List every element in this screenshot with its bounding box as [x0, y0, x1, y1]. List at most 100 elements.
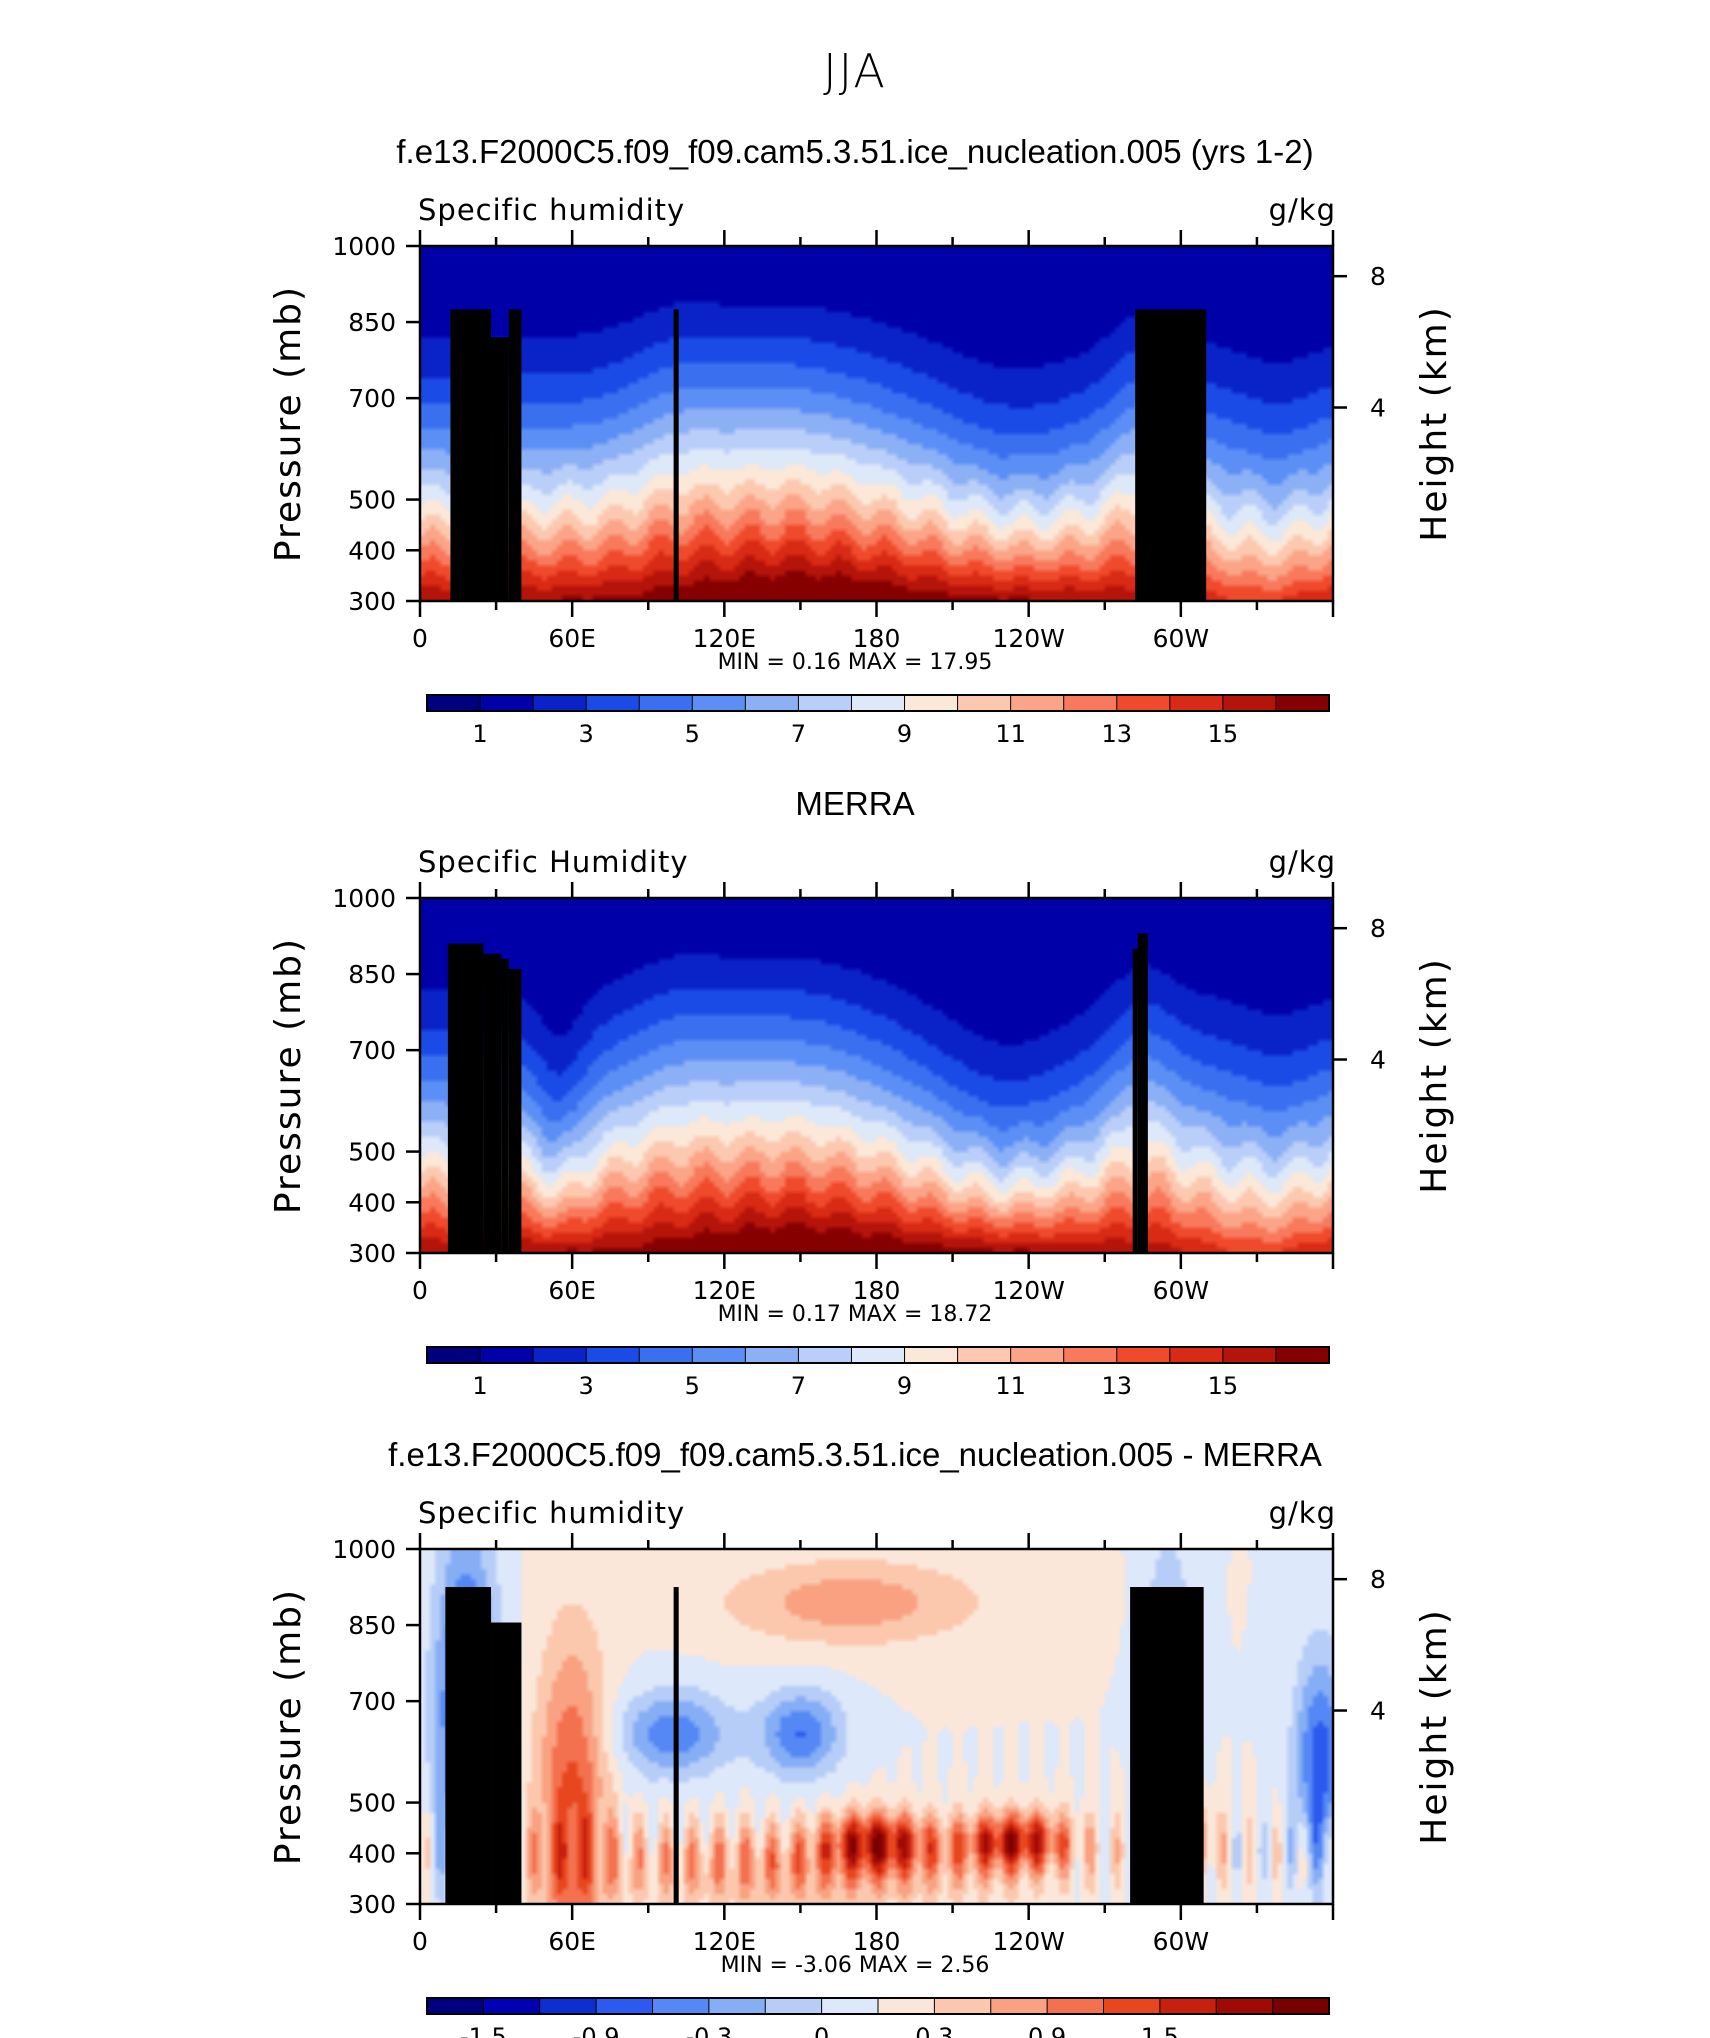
contour-field — [420, 898, 1333, 1253]
y-tick-label: 700 — [348, 1687, 396, 1716]
colorbar-box — [1063, 1346, 1118, 1364]
y-tick-label: 850 — [348, 960, 396, 989]
colorbar-frame — [426, 694, 1330, 712]
colorbar-box — [797, 1346, 853, 1364]
colorbar-box — [1046, 1997, 1105, 2015]
y2-tick-label: 8 — [1370, 262, 1386, 291]
x-tick-label: 120E — [693, 624, 757, 653]
y2-axis-label: Height (km) — [1414, 1608, 1455, 1844]
colorbar-box — [479, 694, 535, 712]
colorbar-box — [1159, 1997, 1218, 2015]
y-tick-label: 400 — [348, 1839, 396, 1868]
y-axis-label: Pressure (mb) — [268, 1588, 309, 1865]
y2-axis-label: Height (km) — [1414, 957, 1455, 1193]
topography-mask — [483, 953, 502, 1253]
x-tick-label: 120E — [693, 1927, 757, 1956]
colorbar-box — [532, 1346, 588, 1364]
colorbar-label: 13 — [1101, 1372, 1132, 1400]
x-tick-label: 60E — [548, 1927, 596, 1956]
x-tick-label: 60W — [1153, 624, 1210, 653]
colorbar-box — [1272, 1997, 1330, 2015]
colorbar-box — [933, 1997, 992, 2015]
y-tick-label: 1000 — [332, 1535, 396, 1564]
colorbar-box — [691, 1346, 747, 1364]
y2-tick-label: 8 — [1370, 1565, 1386, 1594]
x-tick-label: 0 — [412, 624, 428, 653]
y-tick-label: 500 — [348, 486, 396, 515]
colorbar-box — [957, 1346, 1012, 1364]
y2-tick-label: 4 — [1370, 1046, 1386, 1075]
colorbar-label: 5 — [685, 1372, 700, 1400]
x-tick-label: 60W — [1153, 1927, 1210, 1956]
colorbar-box — [1275, 694, 1330, 712]
colorbar-box — [850, 694, 906, 712]
left-string: Specific humidity — [418, 193, 685, 227]
colorbar-box — [1010, 1346, 1065, 1364]
colorbar-box — [904, 694, 959, 712]
min-max-label: MIN = 0.16 MAX = 17.95 — [718, 650, 993, 675]
colorbar-label: 1.5 — [1141, 2023, 1179, 2038]
colorbar-box — [691, 694, 747, 712]
y2-tick-label: 8 — [1370, 914, 1386, 943]
x-tick-label: 60E — [548, 1276, 596, 1305]
y-axis-label: Pressure (mb) — [268, 285, 309, 562]
x-tick-label: 180 — [853, 624, 901, 653]
colorbar-box — [426, 1346, 482, 1364]
left-string: Specific Humidity — [418, 845, 689, 879]
x-tick-label: 120W — [992, 1276, 1064, 1305]
colorbar-label: -0.9 — [573, 2023, 620, 2038]
panel-title: MERRA — [795, 785, 914, 822]
y-tick-label: 300 — [348, 1239, 396, 1268]
colorbar-box — [482, 1997, 541, 2015]
colorbar: 1 3 5 7 9 11 13 15 — [426, 694, 1330, 748]
units-label: g/kg — [1269, 1496, 1336, 1530]
colorbar-box — [532, 694, 588, 712]
colorbar-label: 11 — [995, 1372, 1026, 1400]
x-tick-label: 120W — [992, 1927, 1064, 1956]
y-tick-label: 400 — [348, 1188, 396, 1217]
topography-mask — [673, 309, 679, 601]
colorbar-box — [708, 1997, 767, 2015]
y-tick-label: 400 — [348, 536, 396, 565]
colorbar-label: 9 — [897, 720, 912, 748]
colorbar-label: 1 — [472, 1372, 487, 1400]
x-tick-label: 60E — [548, 624, 596, 653]
topography-mask — [450, 309, 492, 601]
colorbar-frame — [426, 1997, 1330, 2015]
colorbar-box — [638, 694, 694, 712]
y-tick-label: 500 — [348, 1789, 396, 1818]
colorbar-box — [595, 1997, 654, 2015]
colorbar-box — [1222, 1346, 1277, 1364]
colorbar-box — [426, 694, 482, 712]
panel-title: f.e13.F2000C5.f09_f09.cam5.3.51.ice_nucl… — [396, 133, 1313, 170]
colorbar-label: -0.3 — [685, 2023, 732, 2038]
topography-mask — [508, 969, 522, 1253]
colorbar-label: 3 — [579, 1372, 594, 1400]
topography-mask — [1130, 1587, 1204, 1904]
colorbar-frame — [426, 1346, 1330, 1364]
colorbar-box — [797, 694, 853, 712]
colorbar-box — [957, 694, 1012, 712]
colorbar-box — [585, 1346, 641, 1364]
y-axis-label: Pressure (mb) — [268, 937, 309, 1214]
x-tick-label: 180 — [853, 1276, 901, 1305]
colorbar-box — [638, 1346, 694, 1364]
topography-mask — [491, 337, 509, 601]
colorbar: 1 3 5 7 9 11 13 15 — [426, 1346, 1330, 1400]
colorbar-label: 11 — [995, 720, 1026, 748]
colorbar-box — [479, 1346, 535, 1364]
x-tick-label: 0 — [412, 1276, 428, 1305]
colorbar-box — [904, 1346, 959, 1364]
colorbar-label: 0 — [814, 2023, 829, 2038]
colorbar-box — [1222, 694, 1277, 712]
y-tick-label: 300 — [348, 1890, 396, 1919]
colorbar-box — [877, 1997, 936, 2015]
colorbar-box — [1116, 1346, 1171, 1364]
colorbar-box — [1116, 694, 1171, 712]
colorbar-label: 1 — [472, 720, 487, 748]
colorbar-label: 0.3 — [915, 2023, 953, 2038]
min-max-label: MIN = -3.06 MAX = 2.56 — [721, 1953, 990, 1978]
y-tick-label: 700 — [348, 1036, 396, 1065]
x-tick-label: 60W — [1153, 1276, 1210, 1305]
